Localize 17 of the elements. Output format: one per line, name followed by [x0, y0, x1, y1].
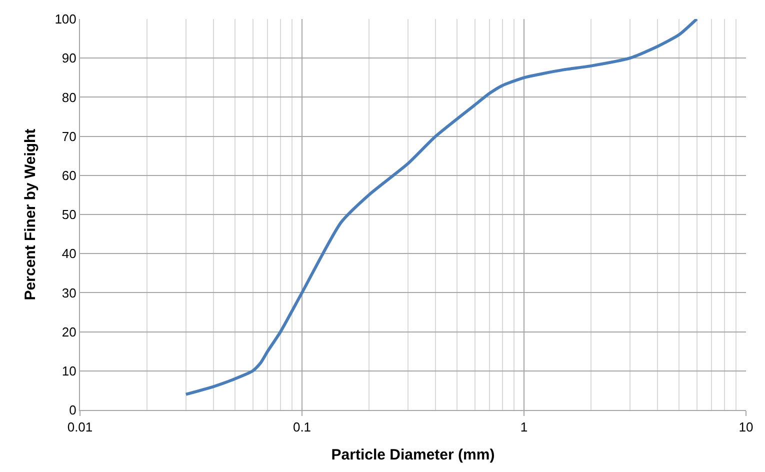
y-tick-label: 80 [62, 90, 76, 105]
x-tick-label: 0.1 [292, 420, 312, 435]
y-tick-label: 50 [62, 207, 76, 222]
y-tick-label: 60 [62, 168, 76, 183]
y-tick-label: 10 [62, 363, 76, 378]
y-tick-label: 30 [62, 285, 76, 300]
x-tick-label: 1 [520, 420, 528, 435]
y-tick-label: 20 [62, 324, 76, 340]
x-tick-label: 0.01 [67, 420, 93, 435]
y-tick-label: 100 [54, 12, 76, 27]
y-tick-label: 90 [62, 50, 76, 66]
y-tick-label: 70 [62, 128, 76, 144]
x-axis-title: Particle Diameter (mm) [331, 446, 495, 464]
x-tick-label: 10 [738, 420, 754, 435]
y-tick-label: 40 [62, 246, 76, 262]
y-tick-label: 0 [69, 402, 76, 418]
y-axis-title: Percent Finer by Weight [22, 128, 39, 300]
